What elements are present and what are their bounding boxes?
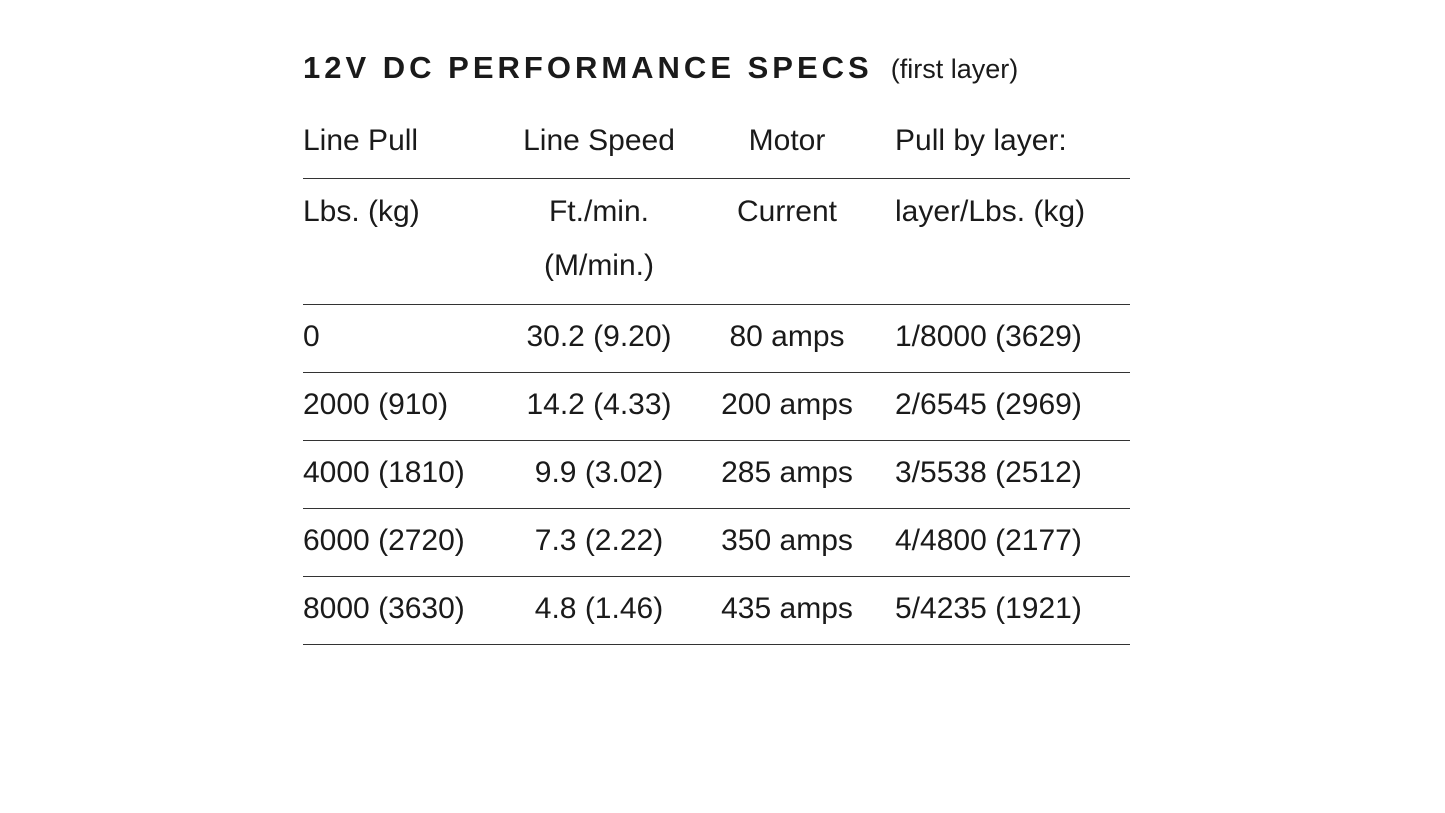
table-cell: 3/5538 (2512) bbox=[881, 440, 1130, 509]
table-cell: Line Pull bbox=[303, 110, 505, 179]
table-cell: Pull by layer: bbox=[881, 110, 1130, 179]
table-row: 0 30.2 (9.20) 80 amps 1/8000 (3629) bbox=[303, 304, 1130, 373]
heading: 12V DC PERFORMANCE SPECS (first layer) bbox=[303, 50, 1018, 86]
table-cell: 5/4235 (1921) bbox=[881, 576, 1130, 645]
table-cell: 285 amps bbox=[693, 440, 881, 509]
table-cell: 350 amps bbox=[693, 508, 881, 577]
table-cell: 435 amps bbox=[693, 576, 881, 645]
table-cell: 80 amps bbox=[693, 304, 881, 373]
table-cell: Line Speed bbox=[505, 110, 693, 179]
table-row: 8000 (3630) 4.8 (1.46) 435 amps 5/4235 (192… bbox=[303, 576, 1130, 645]
table-cell: 4/4800 (2177) bbox=[881, 508, 1130, 577]
title: 12V DC PERFORMANCE SPECS bbox=[303, 50, 873, 85]
subtitle: (first layer) bbox=[890, 54, 1019, 84]
table-cell: 2000 (910) bbox=[303, 372, 505, 441]
table-cell: layer/Lbs. (kg) bbox=[881, 178, 1130, 305]
table-row: 4000 (1810) 9.9 (3.02) 285 amps 3/5538 (251… bbox=[303, 440, 1130, 509]
table-cell: 4000 (1810) bbox=[303, 440, 505, 509]
specs-table: Line Pull Line Speed Motor Pull by layer: Lb… bbox=[303, 110, 1130, 645]
table-cell: 0 bbox=[303, 304, 505, 373]
table-row: 6000 (2720) 7.3 (2.22) 350 amps 4/4800 (217… bbox=[303, 508, 1130, 577]
table-cell: 9.9 (3.02) bbox=[505, 440, 693, 509]
table-cell: 6000 (2720) bbox=[303, 508, 505, 577]
table-cell: Ft./min. (M/min.) bbox=[505, 178, 693, 305]
table-cell: Motor bbox=[693, 110, 881, 179]
table-cell: 8000 (3630) bbox=[303, 576, 505, 645]
table-cell: 1/8000 (3629) bbox=[881, 304, 1130, 373]
table-row: Line Pull Line Speed Motor Pull by layer: bbox=[303, 110, 1130, 179]
table-cell: 7.3 (2.22) bbox=[505, 508, 693, 577]
table-cell: 200 amps bbox=[693, 372, 881, 441]
table-cell: Lbs. (kg) bbox=[303, 178, 505, 305]
table-row: Lbs. (kg) Ft./min. (M/min.) Current layer/L… bbox=[303, 178, 1130, 305]
table-cell: 14.2 (4.33) bbox=[505, 372, 693, 441]
table-cell: 30.2 (9.20) bbox=[505, 304, 693, 373]
table-cell: 4.8 (1.46) bbox=[505, 576, 693, 645]
table-row: 2000 (910) 14.2 (4.33) 200 amps 2/6545 (296… bbox=[303, 372, 1130, 441]
table-cell: Current bbox=[693, 178, 881, 305]
table-cell: 2/6545 (2969) bbox=[881, 372, 1130, 441]
